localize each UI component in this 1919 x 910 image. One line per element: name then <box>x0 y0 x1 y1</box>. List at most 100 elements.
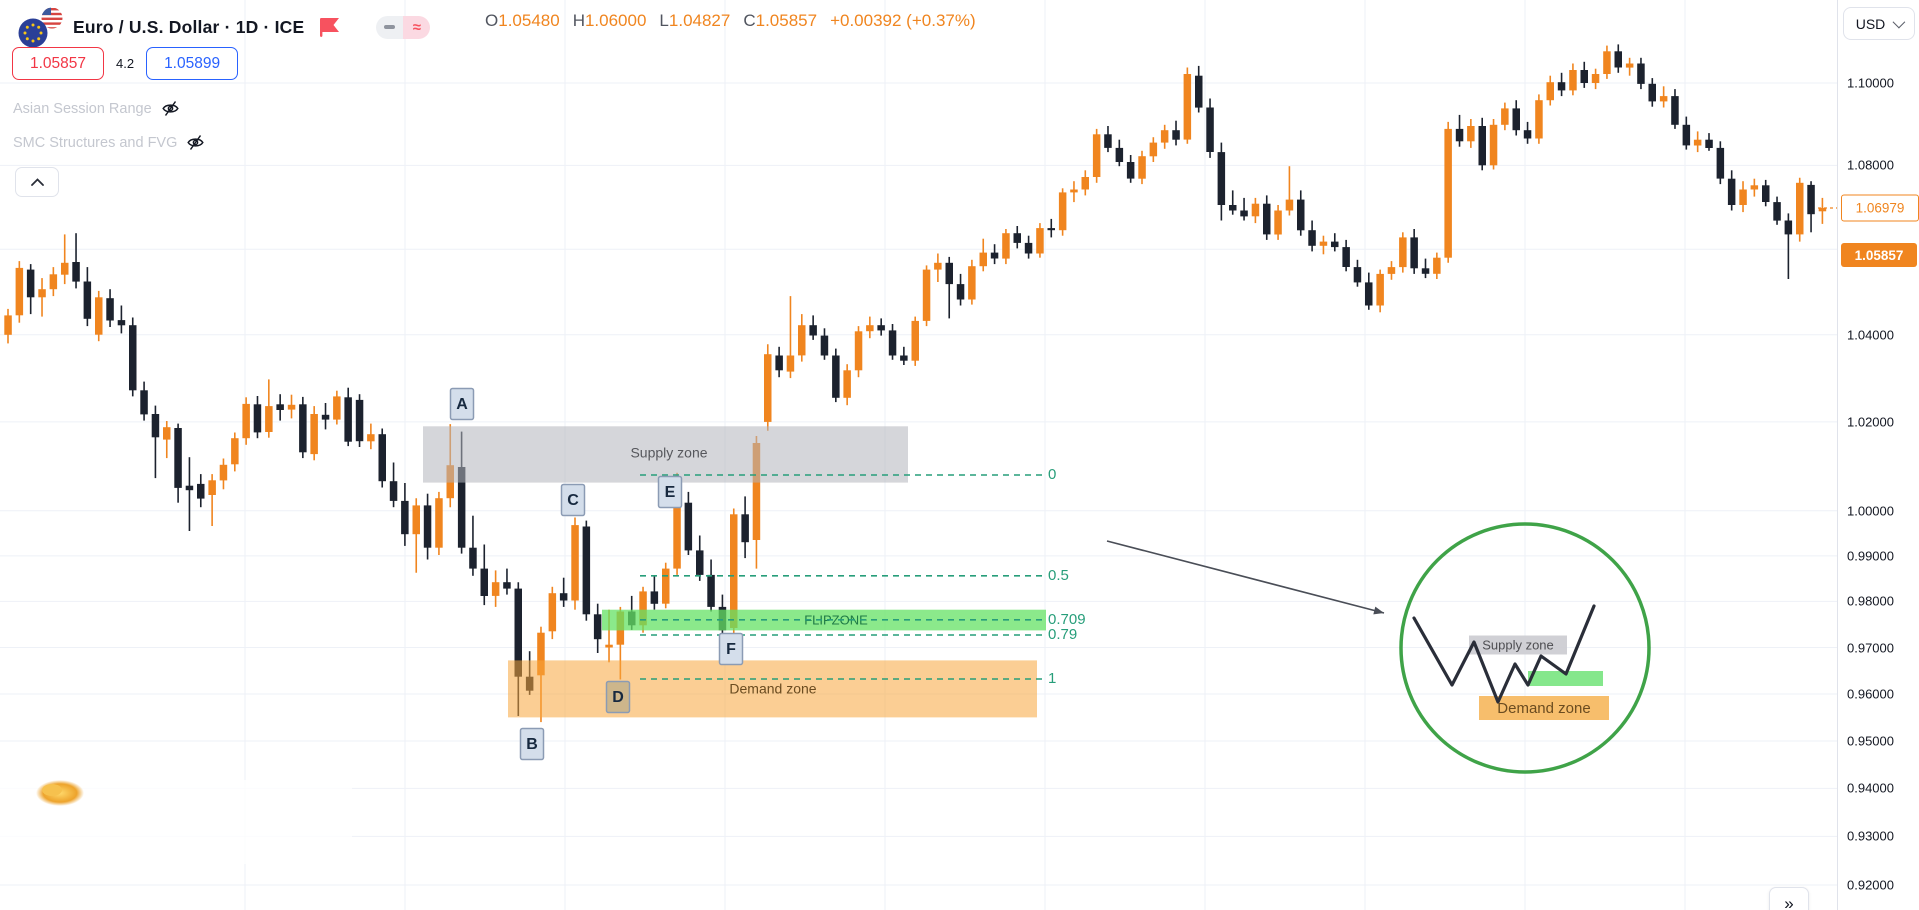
indicator-row-asian-session[interactable]: Asian Session Range <box>13 99 180 118</box>
candle <box>707 559 715 612</box>
zone-label: Supply zone <box>630 445 707 461</box>
candle <box>1160 124 1169 149</box>
candle <box>1693 131 1702 153</box>
candle <box>854 326 863 378</box>
candle <box>299 396 307 459</box>
candle <box>1002 229 1010 265</box>
candle <box>1024 235 1033 259</box>
price-tick: 0.95000 <box>1847 733 1894 749</box>
eye-off-icon[interactable] <box>161 99 180 118</box>
pattern-sketch[interactable]: Supply zone Demand zone <box>1412 604 1609 720</box>
fib-level-label: 1 <box>1048 670 1056 687</box>
candle <box>877 318 885 336</box>
candle <box>1467 119 1475 148</box>
us-flag-icon <box>41 7 63 29</box>
candle <box>1149 137 1158 162</box>
eye-off-icon[interactable] <box>186 133 205 152</box>
letter-marker-B[interactable]: B <box>519 727 545 761</box>
circle-annotation[interactable] <box>1399 522 1651 774</box>
spread-value: 4.2 <box>116 56 135 71</box>
candle <box>1557 72 1566 97</box>
indicator-label: Asian Session Range <box>13 100 152 117</box>
eu-flag-icon <box>18 18 48 48</box>
candle <box>1796 177 1804 242</box>
candle <box>1070 181 1078 203</box>
price-tick: 1.10000 <box>1847 75 1894 91</box>
candle <box>1512 100 1520 136</box>
candle <box>83 267 92 327</box>
zone-demand-zone[interactable] <box>508 660 1037 718</box>
candle <box>480 544 488 606</box>
candle <box>1387 261 1396 280</box>
fib-level-label: 0.79 <box>1048 626 1077 643</box>
candle <box>1750 178 1759 197</box>
candle <box>1047 218 1055 238</box>
symbol-row: Euro / U.S. Dollar · 1D · ICE ≈ <box>14 5 431 49</box>
letter-marker-C[interactable]: C <box>560 483 586 517</box>
candle <box>1263 195 1271 240</box>
minus-toggle-icon[interactable] <box>376 15 404 39</box>
indicator-row-smc-structures[interactable]: SMC Structures and FVG <box>13 133 205 152</box>
letter-marker-F[interactable]: F <box>718 632 744 666</box>
price-tick: 0.94000 <box>1847 780 1894 796</box>
letter-marker-A[interactable]: A <box>449 387 475 421</box>
candle <box>888 324 897 360</box>
low-value: L1.04827 <box>659 11 731 30</box>
candle <box>367 423 375 450</box>
candle <box>571 517 579 610</box>
zones: Supply zone FLIPZONE Demand zone <box>423 426 1046 718</box>
candle <box>174 423 182 503</box>
candle <box>1501 102 1509 131</box>
candle <box>1331 233 1339 252</box>
candle <box>242 397 250 445</box>
candle <box>333 390 341 425</box>
zone-flipzone[interactable] <box>602 609 1046 631</box>
candle <box>1523 121 1532 144</box>
candle <box>1444 121 1452 263</box>
candle <box>1455 114 1464 147</box>
candle <box>548 586 557 640</box>
candle <box>412 498 420 573</box>
candle <box>1705 133 1713 151</box>
zone-label: Demand zone <box>729 681 816 697</box>
sell-button[interactable]: 1.05857 <box>12 47 104 80</box>
candle <box>219 458 228 490</box>
candle <box>1285 166 1294 216</box>
svg-text:A: A <box>456 396 468 413</box>
symbol-title[interactable]: Euro / U.S. Dollar · 1D · ICE <box>73 16 305 37</box>
zone-supply-zone[interactable] <box>423 426 908 483</box>
candle <box>61 234 69 285</box>
flag-icon[interactable] <box>320 17 342 37</box>
candle <box>968 259 976 305</box>
arrow-annotation[interactable] <box>1106 540 1385 615</box>
wave-toggle-icon[interactable]: ≈ <box>403 15 431 39</box>
candle <box>922 265 931 327</box>
svg-text:C: C <box>567 492 579 509</box>
candle <box>1580 61 1588 88</box>
candle <box>1489 119 1498 170</box>
candle <box>559 577 568 607</box>
ohlc-row: O1.05480 H1.06000 L1.04827 C1.05857 +0.0… <box>485 11 976 31</box>
grid <box>0 0 1837 910</box>
candle <box>1308 220 1316 252</box>
candle <box>1013 226 1021 249</box>
buy-button[interactable]: 1.05899 <box>146 47 239 80</box>
candle <box>185 457 194 531</box>
candle <box>321 403 330 430</box>
bar-style-toggle[interactable]: ≈ <box>376 15 431 39</box>
candle <box>593 603 602 653</box>
candle <box>1217 142 1226 221</box>
letter-marker-D[interactable]: D <box>605 680 631 714</box>
currency-selector[interactable]: USD <box>1843 7 1915 40</box>
close-value: C1.05857 <box>743 11 818 30</box>
go-to-realtime-button[interactable]: » <box>1769 887 1809 910</box>
candle <box>355 394 364 447</box>
collapse-legend-button[interactable] <box>15 167 59 197</box>
candle <box>1762 179 1770 207</box>
sketch-supply-label: Supply zone <box>1482 637 1554 652</box>
price-axis[interactable]: USD 1.06979 1.05857 1.10000 1.08000 1.0400… <box>1837 0 1919 910</box>
candle <box>1195 65 1203 113</box>
letter-marker-E[interactable]: E <box>657 475 683 509</box>
